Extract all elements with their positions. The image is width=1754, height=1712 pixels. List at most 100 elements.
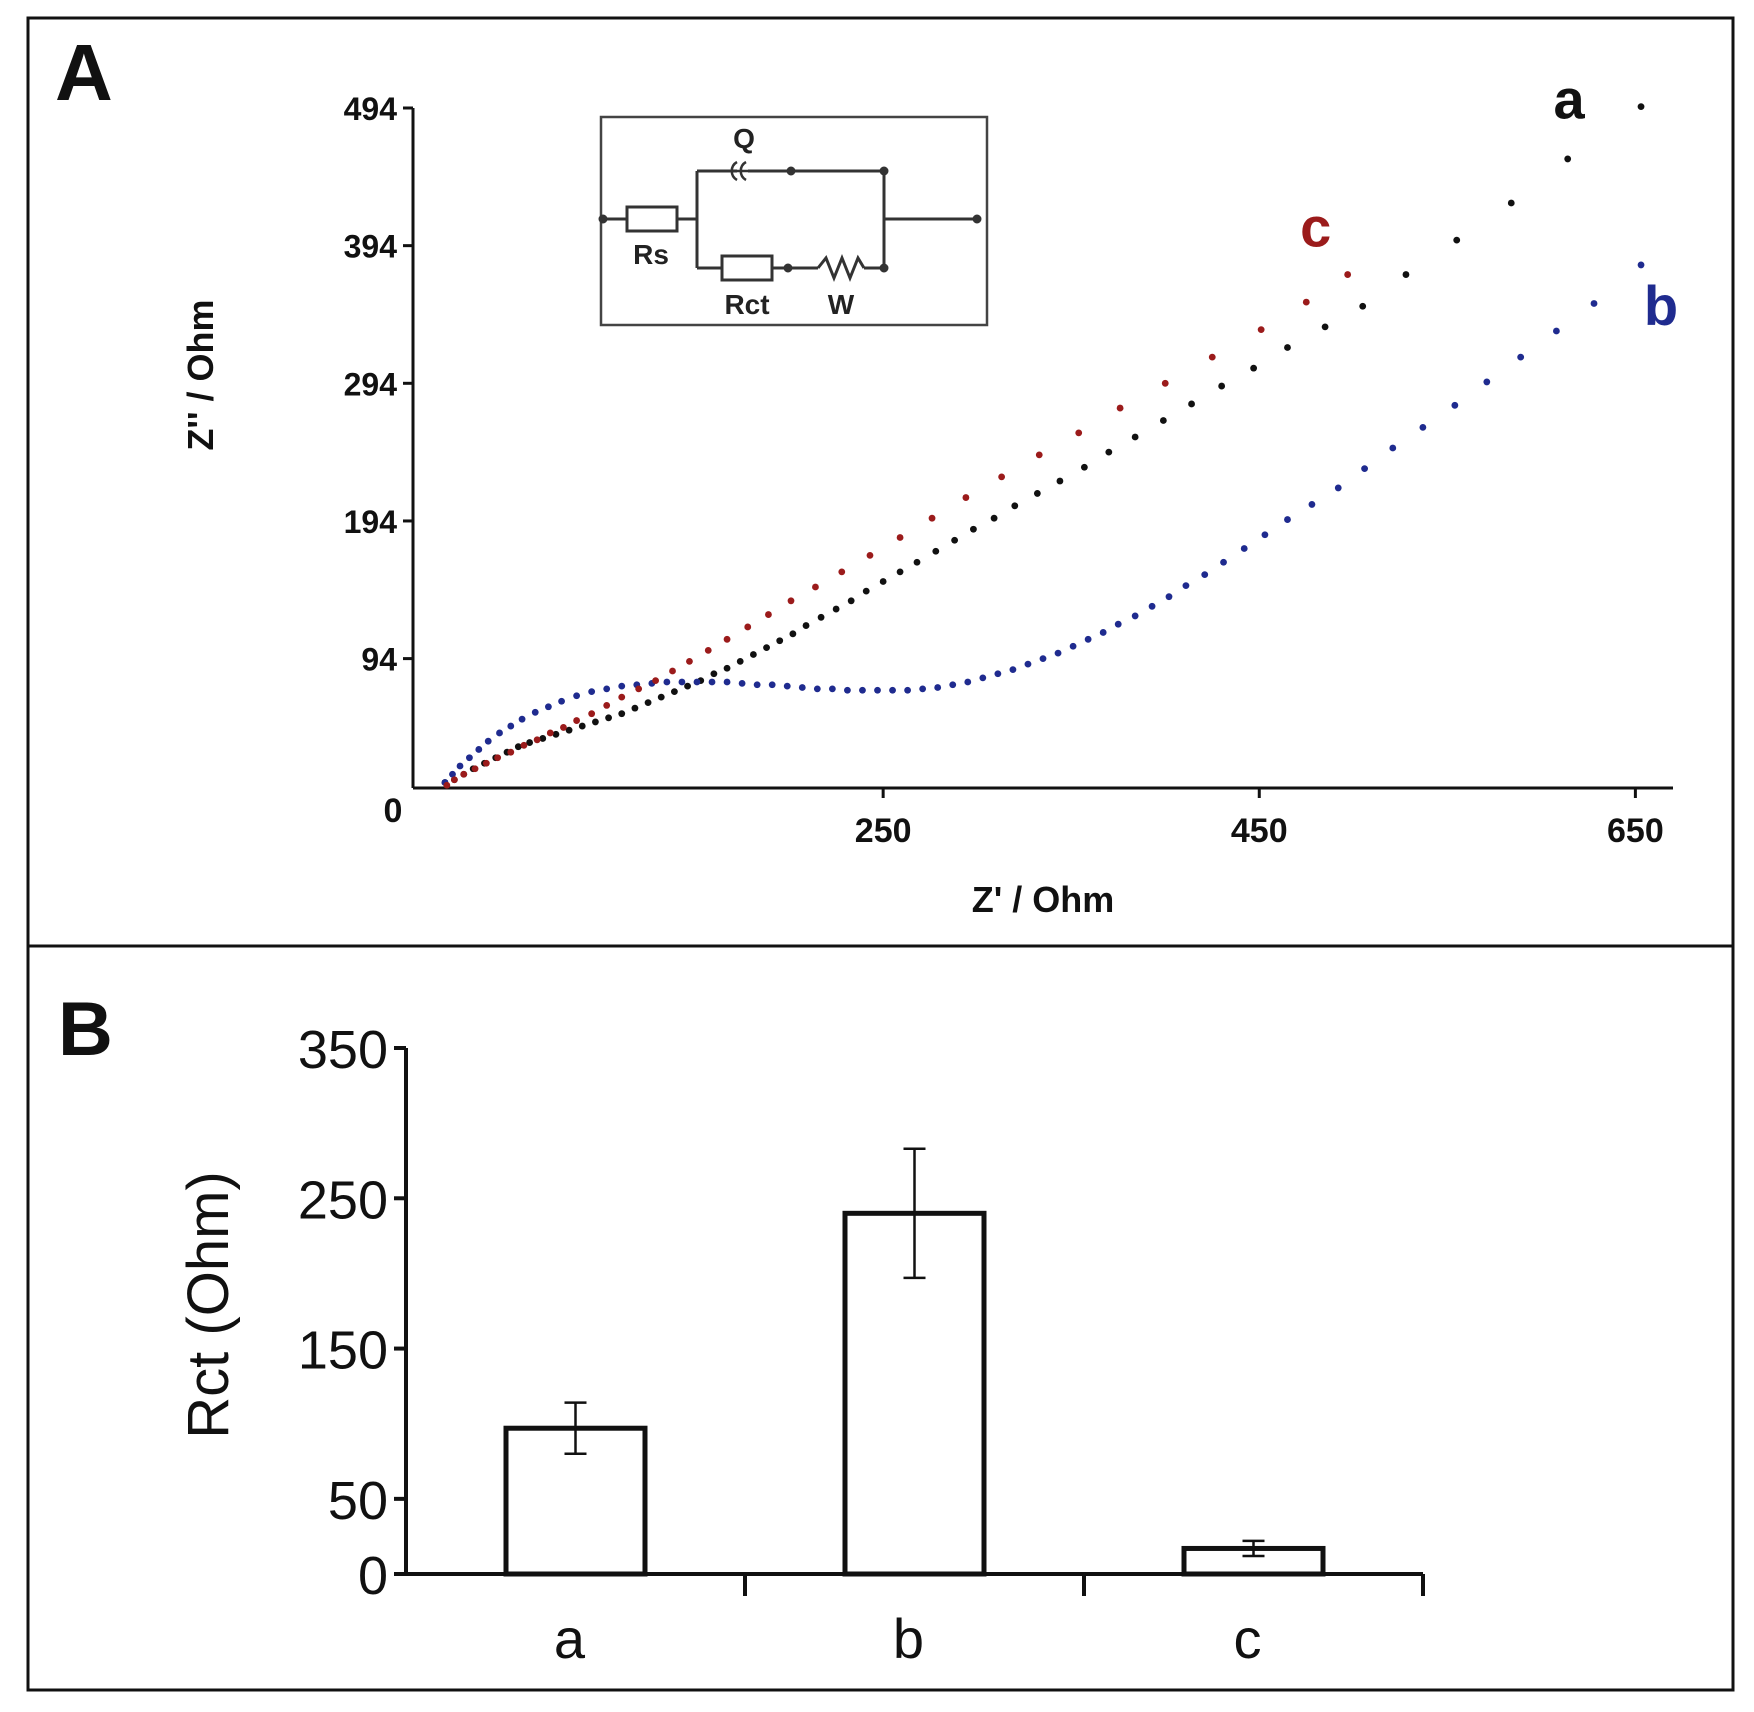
data-point [1084,635,1092,643]
data-point [558,697,565,705]
data-point [847,597,855,605]
data-point [749,651,757,658]
data-point [496,729,503,737]
inset-frame [599,115,989,327]
data-point [635,685,643,693]
data-point [1075,429,1083,437]
data-point [776,637,784,645]
panel-a-y-tick-label: 294 [344,366,398,402]
data-point [1257,326,1265,334]
data-point [618,710,626,718]
data-point [1220,558,1227,566]
data-point [1344,271,1352,278]
data-point [763,644,770,651]
data-point [704,646,712,654]
junction-dot [972,214,982,224]
data-point [913,558,921,566]
data-point [1564,155,1572,163]
inset-label-rs: Rs [633,239,669,270]
panel-b-y-axis-title: Rct (Ohm) [176,1171,241,1438]
data-point [736,657,744,665]
panel-a-x-axis-title: Z' / Ohm [972,879,1115,920]
data-point [1131,612,1139,620]
data-point [652,677,659,685]
data-point [518,715,526,723]
data-point [928,514,936,522]
data-point [545,703,552,711]
series-b-points [441,261,1645,786]
data-point [964,678,972,686]
data-point [896,568,904,576]
data-point [603,702,611,709]
data-point [1165,593,1173,601]
panel-b-y-tick-label: 50 [328,1471,388,1531]
data-point [449,770,456,778]
data-point [1507,199,1515,207]
panel-a-data-points [441,103,1645,789]
inset-label-rct: Rct [724,289,769,320]
data-point [1182,582,1190,590]
warburg-w-icon [816,253,866,283]
data-point [669,667,676,675]
panel-a-x-ticks: 250 450 650 [855,788,1664,850]
data-point [560,724,567,731]
equivalent-circuit-inset [598,115,989,327]
panel-a-x-tick-label: 650 [1607,812,1664,850]
junction-dot [598,214,608,224]
data-point [494,754,502,762]
data-point [443,781,451,789]
data-point [631,704,639,712]
data-point [1056,477,1064,485]
data-point [466,754,473,762]
data-point [603,685,611,693]
figure-frame [26,16,1735,1692]
data-point [1080,463,1088,471]
data-point [693,678,701,686]
junction-dot [879,166,889,176]
data-point [802,622,810,629]
data-point [663,678,671,686]
panel-a-label: A [55,28,113,117]
category-label-c: c [1234,1607,1262,1670]
data-point [1218,382,1226,390]
data-point [482,759,490,767]
data-point [1039,655,1047,663]
data-point [1453,236,1461,244]
data-point [573,692,581,700]
data-point [1637,261,1645,269]
data-point [998,473,1006,481]
data-point [1419,423,1427,431]
data-point [1402,271,1410,278]
data-point [592,718,599,726]
data-point [1361,465,1368,473]
panel-b-y-tick-label: 250 [298,1170,388,1230]
data-point [1321,323,1329,331]
panel-a-y-tick-label: 94 [361,642,397,678]
data-point [456,762,464,770]
data-point [896,534,904,541]
data-point [539,735,547,742]
data-point [798,684,806,691]
junction-dot [783,263,793,273]
data-point [618,693,626,701]
panel-b-label: B [58,987,113,1072]
data-point [1148,602,1156,610]
data-point [1208,353,1216,361]
series-label-a: a [1553,68,1585,131]
data-point [1114,620,1122,628]
data-point [514,743,522,751]
data-point [531,708,539,716]
data-point [644,699,652,707]
data-point [1637,103,1645,111]
data-point [970,525,977,533]
panel-b-y-tick-label: 0 [358,1546,388,1606]
data-point [460,770,468,778]
data-point [605,714,612,722]
data-point [783,682,791,690]
panel-a-y-axis-title: Z'' / Ohm [180,299,221,450]
panel-a-x-tick-label: 250 [855,812,912,850]
data-point [832,605,840,613]
data-point [1069,642,1077,650]
data-point [1590,300,1598,307]
